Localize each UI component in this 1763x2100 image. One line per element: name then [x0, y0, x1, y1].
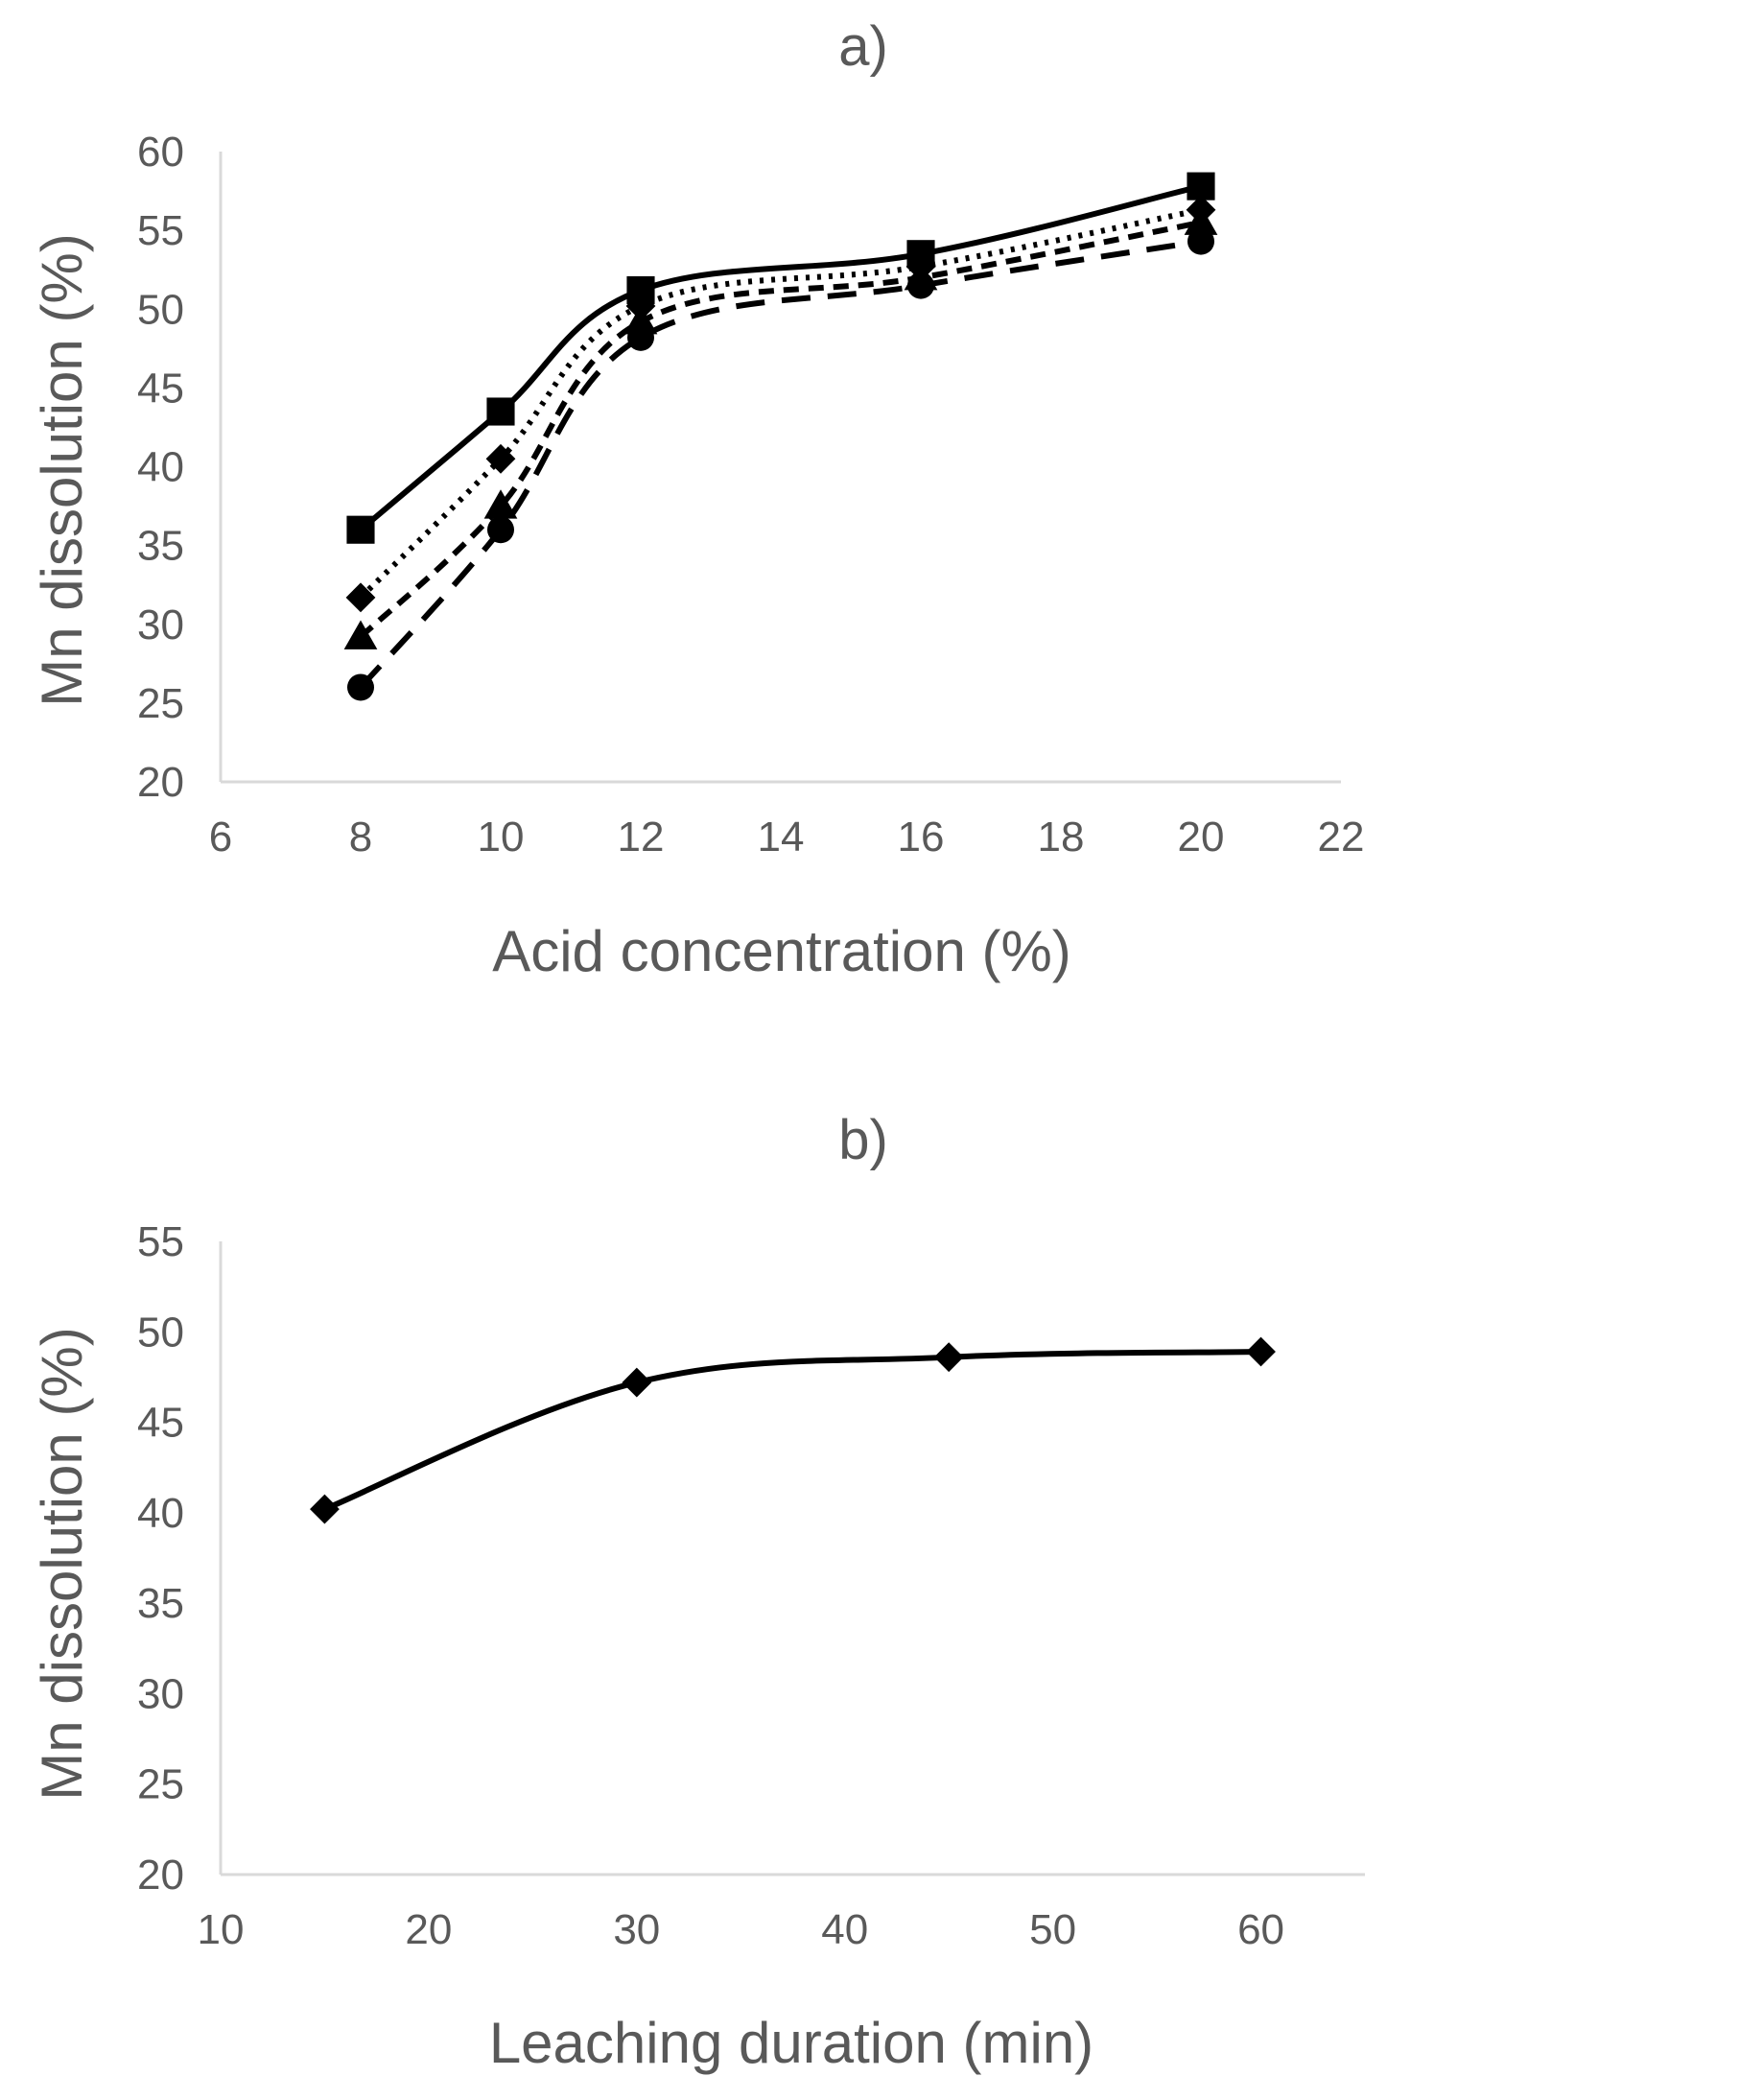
x-tick-label: 8 — [349, 814, 372, 861]
y-tick-label: 45 — [137, 365, 184, 412]
y-tick-label: 35 — [137, 1580, 184, 1627]
data-point — [622, 1367, 652, 1398]
y-tick-label: 40 — [137, 444, 184, 491]
x-tick-label: 30 — [613, 1906, 660, 1953]
chart-b-axes — [219, 1241, 1365, 1876]
chart-b-x-tick-labels: 10 20 30 40 50 60 — [198, 1906, 1284, 1953]
chart-a-y-tick-labels: 20 25 30 35 40 45 50 55 60 — [137, 129, 184, 806]
series-line-0 — [358, 238, 1202, 690]
data-point — [310, 1494, 340, 1524]
x-tick-label: 18 — [1038, 814, 1085, 861]
chart-b-y-tick-labels: 20 25 30 35 40 45 50 55 — [137, 1218, 184, 1899]
x-tick-label: 60 — [1237, 1906, 1284, 1953]
data-point — [933, 1342, 964, 1373]
data-point — [347, 673, 374, 701]
x-tick-label: 14 — [758, 814, 805, 861]
y-tick-label: 60 — [137, 129, 184, 176]
data-point — [483, 489, 518, 519]
series-line-0 — [323, 1349, 1261, 1512]
data-point — [346, 515, 375, 544]
x-tick-label: 6 — [209, 814, 232, 861]
y-tick-label: 20 — [137, 759, 184, 806]
data-point — [345, 582, 376, 613]
y-tick-label: 50 — [137, 1309, 184, 1356]
x-tick-label: 10 — [198, 1906, 245, 1953]
chart-a: a) 6 8 10 12 14 16 18 20 22 20 25 30 35 40 45 50 55 60 A… — [30, 15, 1364, 983]
y-tick-label: 25 — [137, 1761, 184, 1808]
y-tick-label: 45 — [137, 1400, 184, 1447]
y-tick-label: 55 — [137, 207, 184, 254]
chart-a-plot-area — [343, 172, 1218, 701]
y-tick-label: 25 — [137, 680, 184, 727]
x-tick-label: 22 — [1318, 814, 1365, 861]
x-tick-label: 16 — [898, 814, 945, 861]
chart-b-x-axis-title: Leaching duration (min) — [489, 2011, 1093, 2075]
x-tick-label: 20 — [1178, 814, 1225, 861]
y-tick-label: 40 — [137, 1490, 184, 1537]
data-point — [1246, 1336, 1276, 1367]
data-point — [343, 620, 378, 649]
y-tick-label: 30 — [137, 602, 184, 649]
x-tick-label: 40 — [821, 1906, 868, 1953]
y-tick-label: 50 — [137, 286, 184, 333]
data-point — [1186, 195, 1216, 225]
chart-a-title: a) — [838, 15, 888, 78]
chart-a-axes — [219, 152, 1341, 784]
chart-a-x-tick-labels: 6 8 10 12 14 16 18 20 22 — [209, 814, 1365, 861]
data-point — [486, 397, 515, 426]
series-line-3 — [359, 183, 1202, 532]
chart-b-title: b) — [838, 1109, 888, 1171]
data-point — [485, 443, 516, 474]
data-point — [1187, 172, 1215, 201]
chart-b: b) 10 20 30 40 50 60 20 25 30 35 40 45 50 55 Leachin… — [30, 1109, 1365, 2075]
chart-a-x-axis-title: Acid concentration (%) — [492, 919, 1071, 983]
data-point — [626, 275, 655, 305]
x-tick-label: 12 — [618, 814, 665, 861]
x-tick-label: 10 — [478, 814, 525, 861]
x-tick-label: 20 — [405, 1906, 452, 1953]
x-tick-label: 50 — [1029, 1906, 1076, 1953]
chart-b-plot-area — [310, 1336, 1276, 1524]
y-tick-label: 35 — [137, 523, 184, 570]
y-tick-label: 55 — [137, 1218, 184, 1265]
data-point — [906, 240, 935, 269]
chart-b-y-axis-title: Mn dissolution (%) — [30, 1327, 94, 1801]
series-line-1 — [358, 219, 1202, 640]
series-line-2 — [358, 206, 1202, 600]
chart-a-y-axis-title: Mn dissolution (%) — [30, 233, 94, 707]
y-tick-label: 30 — [137, 1670, 184, 1717]
data-point — [487, 516, 514, 544]
y-tick-label: 20 — [137, 1852, 184, 1899]
